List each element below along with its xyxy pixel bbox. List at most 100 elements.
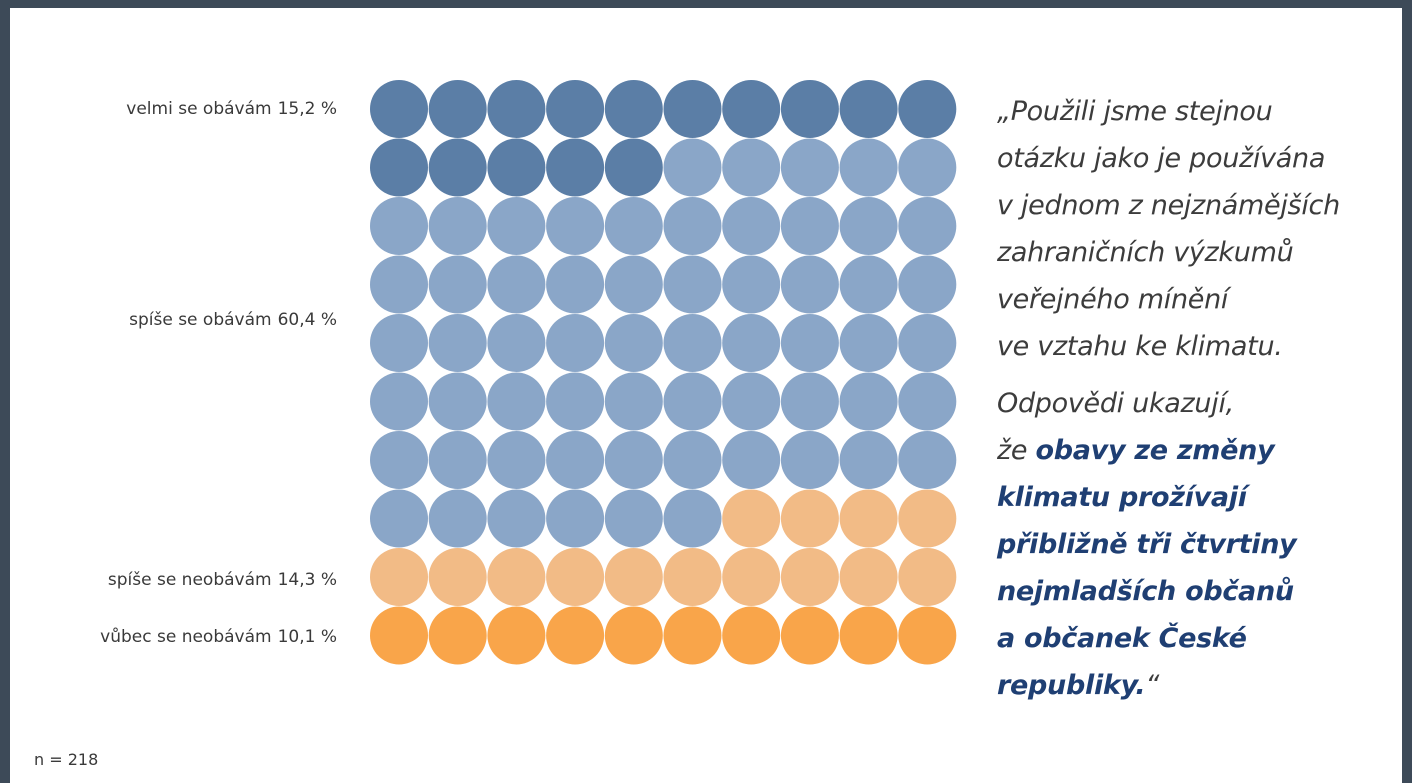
waffle-dot — [722, 138, 781, 197]
quote-text: „Použili jsme stejnou — [997, 96, 1273, 127]
quote-line: a občanek České — [997, 615, 1397, 662]
quote-line: Odpovědi ukazují, — [997, 380, 1397, 427]
waffle-dot — [604, 80, 663, 138]
waffle-dot — [663, 489, 722, 548]
waffle-dot — [428, 431, 487, 489]
waffle-dot — [722, 255, 781, 314]
quote-emphasis: obavy ze změny — [1035, 435, 1275, 466]
waffle-dot — [370, 606, 428, 665]
waffle-dot — [722, 431, 781, 489]
quote-line: přibližně tři čtvrtiny — [997, 521, 1397, 568]
waffle-dot — [663, 548, 722, 606]
quote-emphasis: klimatu prožívají — [997, 482, 1247, 513]
quote-text: otázku jako je používána — [997, 143, 1326, 174]
waffle-dot — [663, 80, 722, 138]
waffle-dot — [546, 606, 605, 665]
quote-text: v jednom z nejznámějších — [997, 190, 1340, 221]
waffle-dot — [839, 255, 898, 314]
quote-line: že obavy ze změny — [997, 427, 1397, 474]
waffle-dot — [839, 431, 898, 489]
waffle-dot — [546, 489, 605, 548]
waffle-dot — [428, 548, 487, 606]
waffle-dot — [780, 431, 839, 489]
waffle-dot — [370, 489, 428, 548]
waffle-dot — [487, 314, 546, 372]
quote-emphasis: a občanek České — [997, 623, 1247, 654]
waffle-dot — [663, 197, 722, 255]
quote-emphasis: nejmladších občanů — [997, 576, 1294, 607]
waffle-dot — [898, 489, 957, 548]
waffle-dot — [780, 314, 839, 372]
quote-line: ve vztahu ke klimatu. — [997, 323, 1397, 370]
waffle-dot — [898, 431, 957, 489]
waffle-dot — [370, 255, 428, 314]
waffle-dot — [722, 489, 781, 548]
waffle-dot — [546, 372, 605, 431]
waffle-dot — [428, 197, 487, 255]
waffle-dot — [839, 138, 898, 197]
waffle-dot — [839, 372, 898, 431]
waffle-dot — [839, 80, 898, 138]
waffle-dot — [898, 197, 957, 255]
waffle-dot — [722, 372, 781, 431]
waffle-dot — [428, 606, 487, 665]
waffle-dot — [487, 489, 546, 548]
waffle-dot — [780, 489, 839, 548]
waffle-dot — [428, 255, 487, 314]
category-name: spíše se neobávám — [108, 570, 272, 590]
quote-line: klimatu prožívají — [997, 474, 1397, 521]
waffle-dot — [487, 431, 546, 489]
waffle-dot — [604, 255, 663, 314]
quote-text: že — [997, 435, 1036, 466]
waffle-dot — [839, 489, 898, 548]
card: velmi se obávám 15,2 % spíše se obávám 60,4… — [10, 8, 1402, 783]
waffle-dot — [722, 606, 781, 665]
waffle-dot — [722, 197, 781, 255]
waffle-dot — [898, 606, 957, 665]
waffle-dot — [898, 548, 957, 606]
waffle-dot — [604, 197, 663, 255]
waffle-dot — [604, 138, 663, 197]
quote-line: zahraničních výzkumů — [997, 229, 1397, 276]
waffle-dot — [487, 255, 546, 314]
waffle-dot — [722, 548, 781, 606]
waffle-dot — [428, 138, 487, 197]
waffle-dot — [663, 431, 722, 489]
quote-text: “ — [1145, 670, 1160, 701]
category-label: spíše se obávám 60,4 % — [129, 310, 337, 330]
quote-line: v jednom z nejznámějších — [997, 182, 1397, 229]
waffle-dot — [370, 314, 428, 372]
waffle-dot — [487, 372, 546, 431]
waffle-dot — [604, 314, 663, 372]
waffle-dot — [780, 80, 839, 138]
waffle-dot — [663, 606, 722, 665]
quote-line: republiky.“ — [997, 662, 1397, 709]
waffle-dot — [487, 80, 546, 138]
waffle-dot — [663, 314, 722, 372]
waffle-dot — [546, 255, 605, 314]
waffle-dot — [370, 80, 428, 138]
category-label: velmi se obávám 15,2 % — [126, 99, 337, 119]
waffle-dot — [370, 197, 428, 255]
waffle-dot — [546, 80, 605, 138]
waffle-dot — [370, 548, 428, 606]
waffle-dot — [428, 489, 487, 548]
waffle-dot — [839, 197, 898, 255]
waffle-dot — [428, 314, 487, 372]
waffle-dot — [546, 548, 605, 606]
waffle-dot — [487, 138, 546, 197]
waffle-dot — [546, 314, 605, 372]
waffle-dot — [370, 372, 428, 431]
waffle-dot — [370, 138, 428, 197]
category-name: velmi se obávám — [126, 99, 271, 119]
waffle-dot — [839, 314, 898, 372]
waffle-dot — [604, 372, 663, 431]
waffle-dot — [780, 255, 839, 314]
chart: velmi se obávám 15,2 % spíše se obávám 60,4… — [100, 80, 957, 665]
waffle-dot — [780, 372, 839, 431]
waffle-dot — [780, 138, 839, 197]
waffle-dot — [722, 314, 781, 372]
quote-text: zahraničních výzkumů — [997, 237, 1294, 268]
waffle-dot — [428, 80, 487, 138]
waffle-dot — [780, 606, 839, 665]
